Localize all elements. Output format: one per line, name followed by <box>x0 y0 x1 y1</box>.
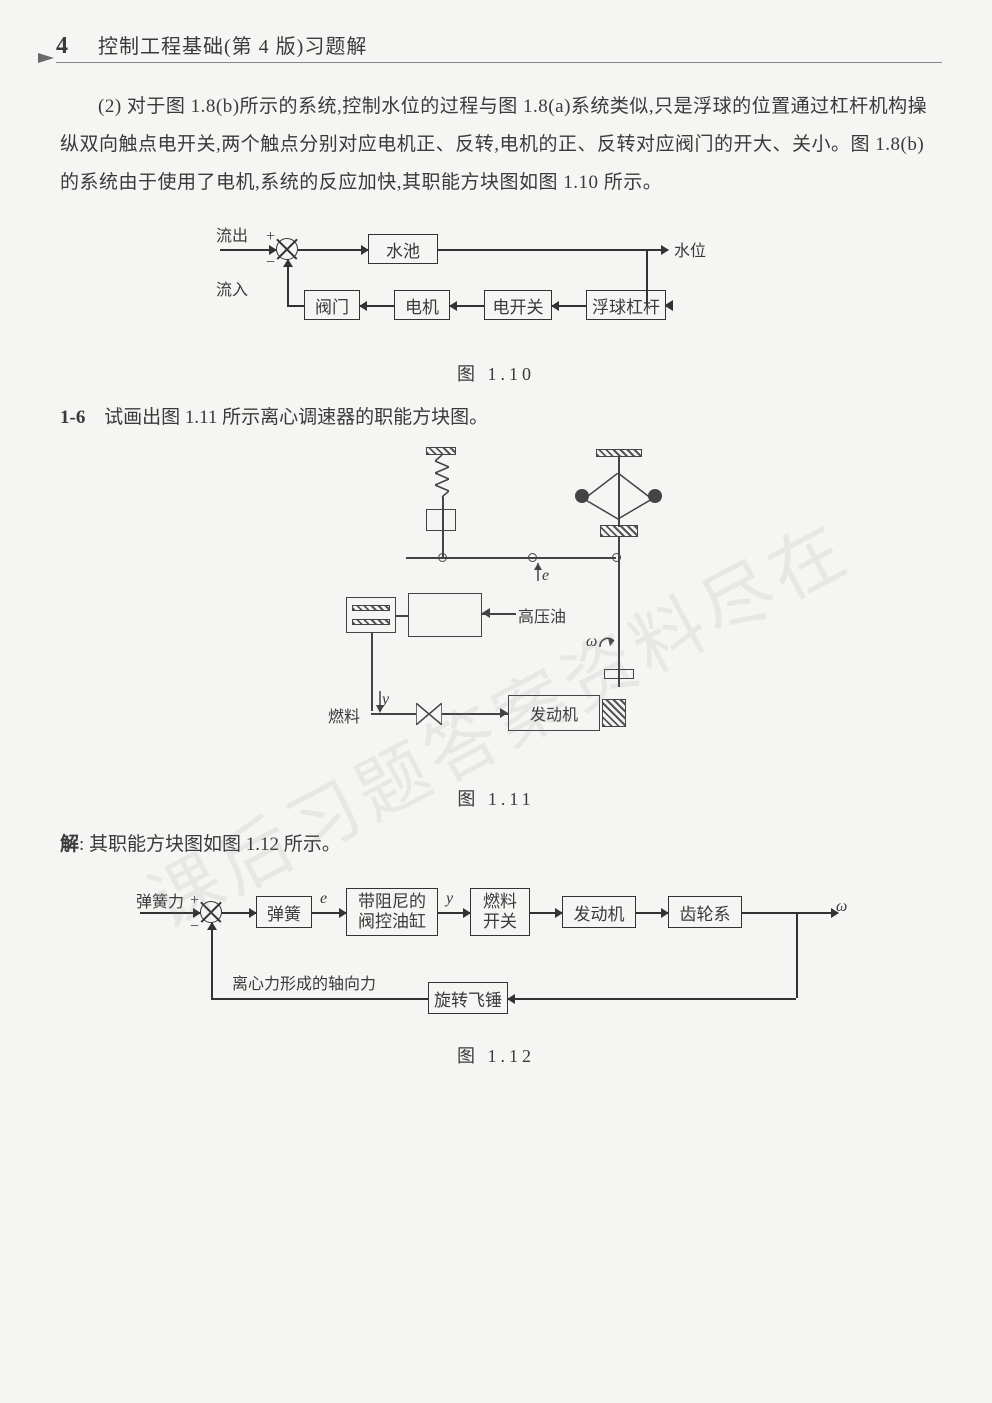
fig111-engine: 发动机 <box>508 695 600 731</box>
arrow <box>312 912 346 914</box>
figure-1-11: e 高压油 ω 发动机 燃料 y <box>286 447 706 777</box>
valve-body <box>408 593 482 637</box>
book-title: 控制工程基础(第 4 版)习题解 <box>98 30 367 59</box>
fig111-caption: 图 1.11 <box>50 785 942 811</box>
link <box>396 615 408 617</box>
fuel-pipe <box>371 713 416 715</box>
figure-1-12: 弹簧力 + − 弹簧 e 带阻尼的 阀控油缸 y 燃料 开关 发动机 齿轮系 ω… <box>136 874 856 1034</box>
solution-text: : 其职能方块图如图 1.12 所示。 <box>79 834 341 855</box>
fig110-caption: 图 1.10 <box>50 360 942 386</box>
piston-hatch <box>352 605 390 611</box>
arrow <box>508 998 796 1000</box>
line <box>796 912 798 998</box>
fig112-block-5: 齿轮系 <box>668 896 742 928</box>
engine-label: 发动机 <box>530 701 578 725</box>
fig110-input-label: 流出 <box>216 222 248 246</box>
fig110-feedin-label: 流入 <box>216 276 248 300</box>
line <box>211 998 428 1000</box>
paragraph-1: (2) 对于图 1.8(b)所示的系统,控制水位的过程与图 1.8(a)系统类似… <box>60 88 932 202</box>
arrow <box>450 305 484 307</box>
solution-label: 解 <box>60 834 79 855</box>
oil-arrow <box>482 608 490 618</box>
governor-arms <box>578 473 658 523</box>
minus-sign: − <box>266 254 275 272</box>
arrow <box>438 249 668 251</box>
pivot <box>438 553 447 562</box>
fig112-y: y <box>446 890 453 908</box>
fig110-forward-block: 水池 <box>368 234 438 264</box>
arrow <box>530 912 562 914</box>
sum-junction <box>200 901 222 923</box>
spring-icon <box>435 455 449 497</box>
arrow <box>636 912 668 914</box>
cylinder-left <box>346 597 396 633</box>
gear <box>604 669 634 679</box>
y-arrow <box>376 691 384 713</box>
flyball <box>575 489 589 503</box>
fig110-fb-block-2: 电机 <box>394 290 450 320</box>
fig110-fb-block-3: 电开关 <box>484 290 552 320</box>
fuel-arrow <box>500 708 508 718</box>
anchor-hatch <box>426 447 456 455</box>
arrow <box>360 305 394 307</box>
fuel-pipe <box>442 713 508 715</box>
shaft <box>618 537 620 687</box>
plus-sign: + <box>266 228 275 246</box>
fig110-fb-block-1: 阀门 <box>304 290 360 320</box>
anchor-hatch <box>596 449 642 457</box>
figure-1-10: 流出 + − 水池 水位 浮球杠杆 电开关 电机 阀门 流入 <box>216 222 776 352</box>
fig112-block-3: 燃料 开关 <box>470 888 530 936</box>
fig112-block-4: 发动机 <box>562 896 636 928</box>
arrow <box>742 912 838 914</box>
fuel-valve <box>416 703 442 725</box>
e-arrow <box>534 563 542 585</box>
arrow <box>220 249 276 251</box>
gear-hatch <box>602 699 626 727</box>
omega-arrow <box>598 635 616 649</box>
arrow <box>211 923 213 999</box>
fig112-feedback-label: 离心力形成的轴向力 <box>232 970 376 994</box>
pivot <box>612 553 621 562</box>
page-header: 4 控制工程基础(第 4 版)习题解 <box>56 30 942 63</box>
fig112-caption: 图 1.12 <box>50 1042 942 1068</box>
arrow <box>552 305 586 307</box>
fig112-e: e <box>320 890 327 908</box>
arrow <box>438 912 470 914</box>
line <box>287 305 304 307</box>
problem-text: 试画出图 1.11 所示离心调速器的职能方块图。 <box>104 407 488 428</box>
fig112-block-2: 带阻尼的 阀控油缸 <box>346 888 438 936</box>
arrow <box>222 912 256 914</box>
arrow <box>298 249 368 251</box>
fig112-input-label: 弹簧力 <box>136 888 184 912</box>
plus-sign: + <box>190 892 199 910</box>
fig111-fuel: 燃料 <box>328 703 360 727</box>
collar <box>600 525 638 537</box>
fig111-e: e <box>542 567 549 585</box>
page-number: 4 <box>56 33 68 60</box>
solution-line: 解: 其职能方块图如图 1.12 所示。 <box>60 829 932 856</box>
arrow <box>287 260 289 306</box>
piston-hatch <box>352 619 390 625</box>
problem-1-6: 1-6 试画出图 1.11 所示离心调速器的职能方块图。 <box>60 402 932 429</box>
fig111-oil: 高压油 <box>518 603 566 627</box>
valve-box <box>426 509 456 531</box>
problem-number: 1-6 <box>60 407 85 428</box>
fig112-feedback-block: 旋转飞锤 <box>428 982 508 1014</box>
fig112-block-1: 弹簧 <box>256 896 312 928</box>
pivot <box>528 553 537 562</box>
flyball <box>648 489 662 503</box>
fig111-omega: ω <box>586 633 597 651</box>
rod <box>371 633 373 711</box>
fig112-omega: ω <box>836 898 847 916</box>
fig110-output-label: 水位 <box>674 237 706 261</box>
minus-sign: − <box>190 918 199 936</box>
sum-junction <box>276 238 298 260</box>
arrow <box>140 912 200 914</box>
fig110-fb-block-4: 浮球杠杆 <box>586 290 666 320</box>
